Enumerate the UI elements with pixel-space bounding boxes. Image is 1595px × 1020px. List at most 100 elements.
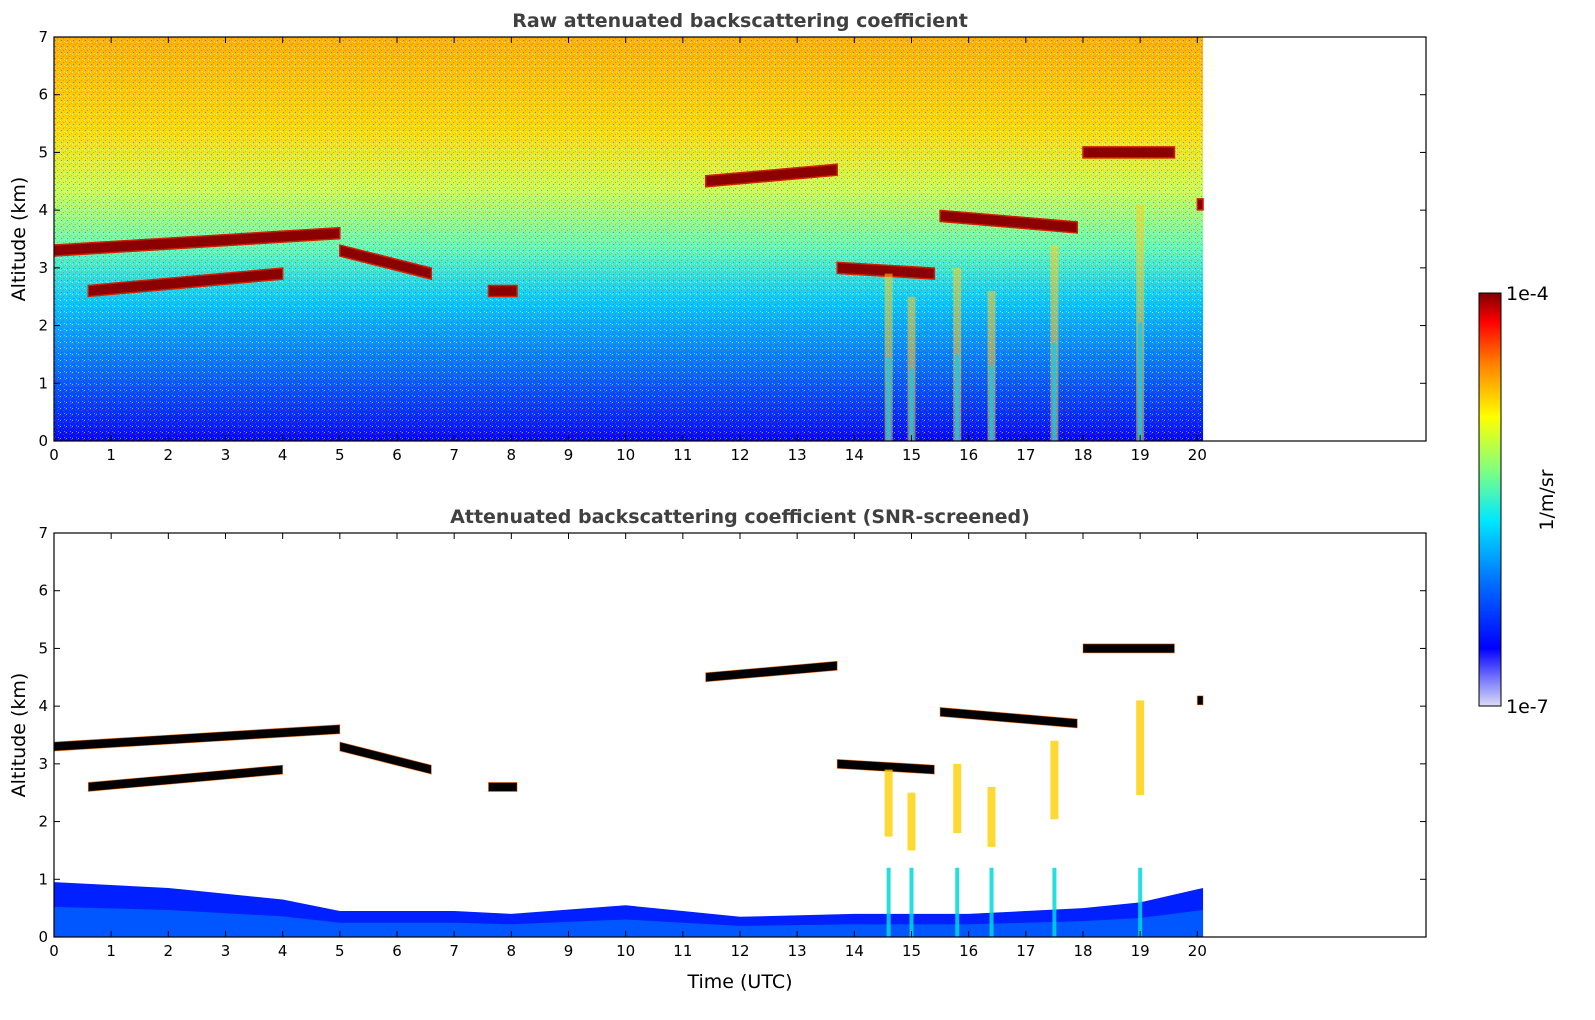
- x-tick-label: 5: [335, 942, 345, 960]
- x-tick-label: 6: [392, 446, 402, 464]
- cloud-layer: [54, 227, 340, 257]
- x-tick-label: 0: [49, 942, 59, 960]
- x-tick-label: 19: [1131, 942, 1150, 960]
- y-tick-label: 0: [38, 432, 48, 450]
- cloud-layer: [1197, 198, 1204, 210]
- x-tick-label: 16: [959, 942, 978, 960]
- cloud-layer-edge: [1082, 146, 1176, 159]
- x-tick-label: 20: [1188, 942, 1207, 960]
- cloud-layer-edge: [704, 163, 838, 188]
- cloud-layer: [88, 765, 283, 792]
- cloud-layer-edge: [836, 261, 936, 280]
- cloud-layer: [488, 782, 518, 792]
- x-tick-label: 17: [1016, 942, 1035, 960]
- fallstreak: [1050, 740, 1059, 820]
- x-tick-label: 2: [164, 942, 174, 960]
- cloud-layer: [488, 285, 518, 297]
- x-tick-label: 11: [673, 446, 692, 464]
- y-tick-label: 7: [38, 524, 48, 542]
- fallstreak: [987, 786, 996, 847]
- cloud-layer: [88, 268, 283, 297]
- cloud-layer-edge: [939, 706, 1078, 729]
- panel-raw: Raw attenuated backscattering coefficien…: [8, 10, 1427, 464]
- x-tick-label: 4: [278, 446, 288, 464]
- screened-boundary-layer-core: [54, 906, 1204, 937]
- panel-screened-x-label: Time (UTC): [686, 971, 792, 993]
- cloud-layer: [1083, 146, 1175, 158]
- cloud-layer: [339, 742, 432, 775]
- x-tick-label: 14: [845, 942, 864, 960]
- y-tick-label: 2: [38, 317, 48, 335]
- panel-screened: Attenuated backscattering coefficient (S…: [8, 506, 1427, 993]
- x-tick-label: 10: [616, 446, 635, 464]
- y-tick-label: 6: [38, 86, 48, 104]
- cloud-layer-edge: [836, 758, 935, 775]
- x-tick-label: 15: [902, 446, 921, 464]
- fallstreak-core: [989, 867, 994, 937]
- x-tick-label: 9: [564, 942, 574, 960]
- cloud-layer-edge: [939, 209, 1079, 234]
- colorbar-gradient: [1478, 292, 1502, 707]
- x-tick-label: 11: [673, 942, 692, 960]
- screened-cloud-layers: [54, 643, 1204, 792]
- fallstreak-core: [1138, 867, 1143, 937]
- screened-fallstreaks: [884, 700, 1145, 937]
- x-tick-label: 14: [845, 446, 864, 464]
- x-tick-label: 15: [902, 942, 921, 960]
- y-tick-label: 2: [38, 813, 48, 831]
- cloud-layer-edge: [1196, 198, 1204, 211]
- cloud-layer-edge: [54, 226, 341, 257]
- y-tick-label: 3: [38, 755, 48, 773]
- fallstreak-core: [1052, 342, 1057, 441]
- cloud-layer-edge: [1196, 695, 1204, 706]
- cloud-layer: [837, 262, 935, 280]
- cloud-layer-edge: [54, 724, 341, 752]
- cloud-layer-edge: [87, 764, 284, 792]
- cloud-layer: [54, 724, 340, 752]
- x-tick-label: 3: [221, 942, 231, 960]
- x-tick-label: 4: [278, 942, 288, 960]
- x-tick-label: 16: [959, 446, 978, 464]
- cloud-layer: [940, 210, 1078, 233]
- x-tick-label: 13: [788, 942, 807, 960]
- x-tick-label: 13: [788, 446, 807, 464]
- fallstreak: [1136, 700, 1145, 796]
- cloud-layer-edge: [339, 244, 433, 281]
- y-tick-label: 0: [38, 928, 48, 946]
- fallstreak: [953, 763, 962, 834]
- x-tick-label: 8: [507, 446, 517, 464]
- fallstreak-core: [1138, 322, 1143, 441]
- fallstreak-core: [909, 368, 914, 441]
- x-tick-label: 3: [221, 446, 231, 464]
- cloud-layer: [1083, 643, 1175, 653]
- colorbar: 1e-4 1e-7 1/m/sr: [1478, 283, 1558, 718]
- x-tick-label: 12: [730, 446, 749, 464]
- y-tick-label: 5: [38, 143, 48, 161]
- panel-screened-x-ticks: 0 1 2 3 4 5 6 7 8 9 10 11 12 13 14 15 16 17 18 19 20: [49, 533, 1207, 960]
- x-tick-label: 9: [564, 446, 574, 464]
- colorbar-unit-label: 1/m/sr: [1536, 469, 1558, 530]
- x-tick-label: 2: [164, 446, 174, 464]
- x-tick-label: 7: [449, 446, 459, 464]
- y-tick-label: 3: [38, 259, 48, 277]
- cloud-layer: [1197, 695, 1204, 705]
- fallstreak-core: [909, 867, 914, 937]
- y-tick-label: 4: [38, 201, 48, 219]
- x-tick-label: 19: [1131, 446, 1150, 464]
- panel-raw-y-label: Altitude (km): [8, 177, 30, 302]
- y-tick-label: 6: [38, 582, 48, 600]
- cloud-layer-edge: [487, 284, 518, 298]
- x-tick-label: 18: [1073, 446, 1092, 464]
- y-tick-label: 4: [38, 697, 48, 715]
- panel-raw-y-ticks: 0 1 2 3 4 5 6 7: [38, 28, 1426, 450]
- y-tick-label: 1: [38, 870, 48, 888]
- fallstreak-core: [886, 357, 891, 441]
- fallstreak-core: [886, 867, 891, 937]
- cloud-layer: [940, 707, 1078, 728]
- fallstreak-core: [955, 867, 960, 937]
- fallstreak: [884, 273, 893, 441]
- panel-screened-title: Attenuated backscattering coefficient (S…: [450, 506, 1030, 528]
- x-tick-label: 20: [1188, 446, 1207, 464]
- cloud-layer: [837, 759, 935, 775]
